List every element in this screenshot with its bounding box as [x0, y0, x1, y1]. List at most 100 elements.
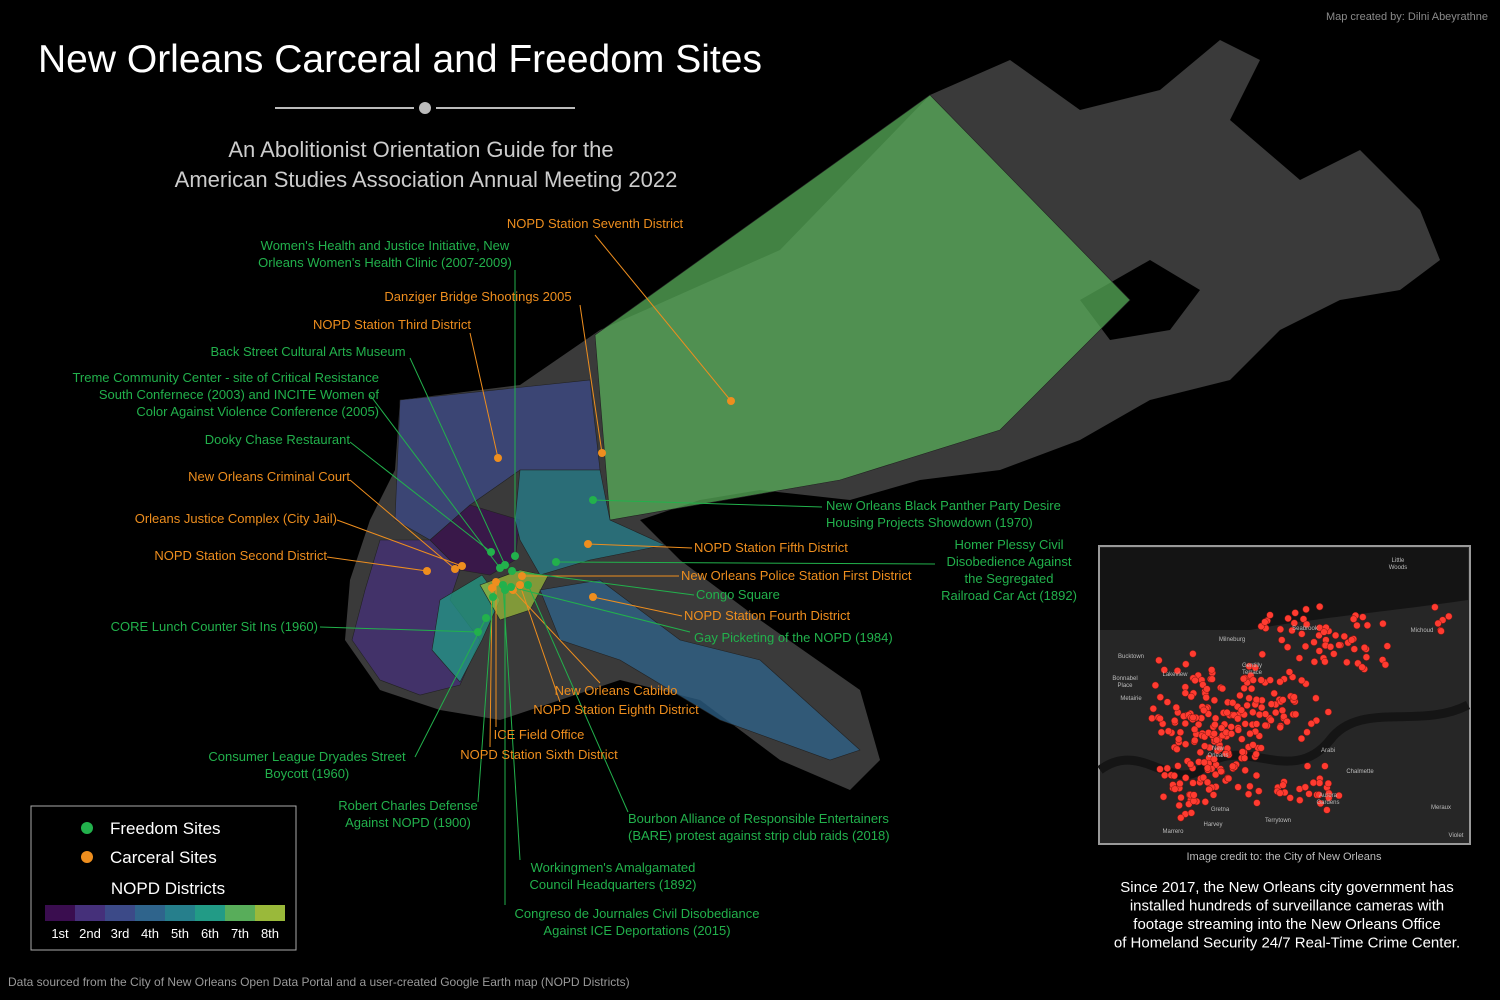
site-label-line: Council Headquarters (1892)	[530, 877, 697, 892]
site-label-line: Bourbon Alliance of Responsible Entertai…	[628, 811, 889, 826]
camera-dot	[1379, 620, 1387, 628]
site-point	[458, 562, 466, 570]
camera-dot	[1276, 625, 1285, 633]
site-point	[496, 564, 504, 572]
place-name-line: Arabi	[1321, 748, 1335, 754]
camera-dot	[1211, 721, 1219, 729]
inset-caption: Image credit to: the City of New Orleans	[1186, 851, 1382, 863]
leader-line	[594, 234, 732, 402]
subtitle: American Studies Association Annual Meet…	[175, 167, 678, 192]
camera-dot	[1343, 658, 1351, 666]
camera-dot	[1200, 758, 1208, 767]
site-label-line: Boycott (1960)	[265, 766, 350, 781]
camera-dot	[1216, 745, 1224, 753]
site-point	[508, 567, 516, 575]
place-name: Marrero	[1162, 829, 1184, 835]
site-label-line: Disobedience Against	[946, 554, 1071, 569]
camera-dot	[1186, 760, 1195, 768]
leader-line	[349, 479, 456, 570]
camera-dot	[1252, 750, 1260, 758]
site-point	[507, 583, 515, 591]
camera-dot	[1175, 735, 1183, 743]
camera-dot	[1324, 779, 1332, 788]
camera-dot	[1174, 762, 1182, 770]
site-label: Women's Health and Justice Initiative, N…	[258, 238, 512, 270]
site-label-line: Against ICE Deportations (2015)	[543, 923, 730, 938]
site-label: Back Street Cultural Arts Museum	[210, 344, 405, 359]
camera-dot	[1309, 779, 1318, 787]
leader-line	[469, 332, 499, 459]
camera-dot	[1270, 689, 1278, 698]
site-label-line: South Confernece (2003) and INCITE Women…	[99, 387, 380, 402]
site-point	[524, 581, 532, 589]
site-label: Consumer League Dryades Street Boycott (1…	[208, 749, 406, 781]
camera-dot	[1360, 644, 1369, 652]
site-label-line: Railroad Car Act (1892)	[941, 588, 1077, 603]
legend-swatch	[75, 905, 105, 921]
description: Since 2017, the New Orleans city governm…	[1114, 879, 1460, 952]
legend-district-label: 6th	[201, 926, 219, 941]
site-label: New Orleans Criminal Court	[188, 469, 350, 484]
site-label-line: New Orleans Police Station First Distric…	[681, 568, 912, 583]
place-name: Arabi	[1321, 748, 1335, 754]
camera-dot	[1283, 717, 1291, 726]
camera-dot	[1349, 615, 1358, 623]
leader-line	[592, 596, 683, 617]
legend-label: Carceral Sites	[110, 848, 217, 867]
camera-dot	[1335, 641, 1343, 649]
place-name-line: Milneburg	[1219, 637, 1245, 643]
camera-dot	[1431, 603, 1439, 611]
camera-dot	[1302, 605, 1310, 613]
site-point	[451, 565, 459, 573]
camera-dot	[1297, 734, 1306, 743]
camera-dot	[1182, 774, 1190, 782]
leader-line	[319, 626, 479, 633]
camera-dot	[1437, 627, 1445, 635]
districts	[351, 94, 1131, 761]
camera-dot	[1252, 720, 1261, 728]
camera-dot	[1246, 730, 1254, 738]
camera-dot	[1163, 698, 1172, 706]
leader-line	[555, 561, 936, 565]
site-point	[501, 586, 509, 594]
camera-dot	[1359, 613, 1367, 621]
camera-dot	[1211, 714, 1220, 722]
camera-dot	[1303, 762, 1312, 770]
site-label: New Orleans Cabildo	[555, 683, 678, 698]
place-name: Lakeview	[1162, 672, 1188, 678]
place-name-line: Orleans	[1207, 753, 1228, 759]
camera-dot	[1164, 727, 1173, 735]
camera-dot	[1203, 778, 1212, 786]
site-point	[423, 567, 431, 575]
camera-dot	[1266, 676, 1274, 684]
camera-dot	[1151, 681, 1160, 689]
site-label-line: Color Against Violence Conference (2005)	[136, 404, 379, 419]
camera-dot	[1253, 799, 1261, 807]
camera-dot	[1320, 628, 1328, 636]
leader-line	[592, 499, 823, 508]
site-label: ICE Field Office	[494, 727, 585, 742]
camera-dot	[1305, 790, 1313, 798]
camera-dot	[1189, 713, 1197, 722]
camera-dot	[1160, 666, 1168, 674]
camera-dot	[1190, 725, 1199, 734]
camera-dot	[1434, 619, 1442, 628]
camera-dot	[1190, 791, 1198, 799]
camera-dot	[1159, 793, 1168, 801]
place-name-line: Meraux	[1431, 805, 1451, 811]
camera-dot	[1278, 706, 1287, 715]
camera-dot	[1243, 701, 1251, 710]
camera-dot	[1241, 766, 1249, 774]
camera-dot	[1315, 631, 1323, 640]
place-name: Seabrook	[1292, 626, 1319, 632]
place-name: Harvey	[1203, 822, 1222, 828]
camera-dot	[1176, 728, 1185, 736]
camera-dot	[1362, 653, 1371, 661]
camera-dot	[1171, 717, 1179, 725]
place-name: Meraux	[1431, 805, 1451, 811]
site-label: NOPD Station Fourth District	[684, 608, 851, 623]
place-name-line: Terrace	[1242, 670, 1263, 676]
camera-dot	[1249, 708, 1257, 716]
camera-dot	[1236, 691, 1244, 700]
site-point	[584, 540, 592, 548]
